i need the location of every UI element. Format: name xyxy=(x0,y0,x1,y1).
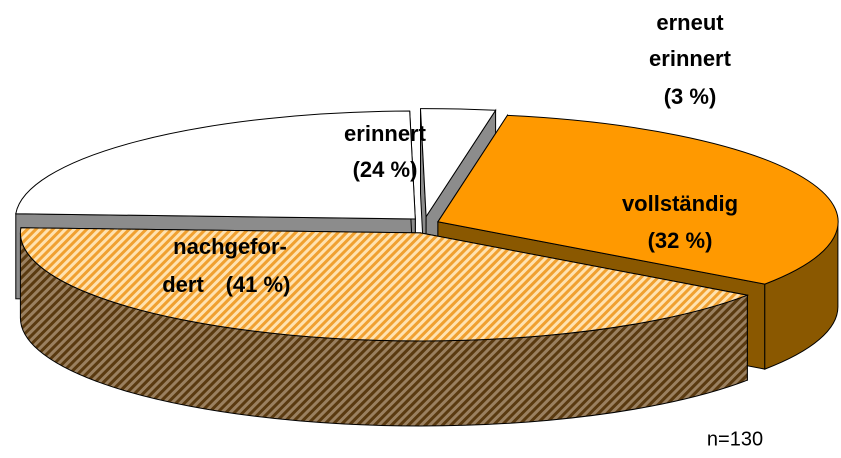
slice-label: nachgefor- xyxy=(173,234,287,259)
slice-label: dert xyxy=(162,272,204,297)
slice-label: vollständig xyxy=(622,191,738,216)
slice xyxy=(437,114,839,285)
slice xyxy=(15,110,416,220)
note: n=130 xyxy=(707,428,763,450)
slice xyxy=(19,227,750,342)
value-label: (3 %) xyxy=(664,84,717,109)
value-label: (41 %) xyxy=(226,272,291,297)
slice-label: erneut xyxy=(656,10,724,35)
slice xyxy=(419,108,497,219)
slice-label: erinnert xyxy=(344,121,427,146)
slice-label: erinnert xyxy=(649,46,732,71)
value-label: (32 %) xyxy=(648,228,713,253)
pie xyxy=(15,108,839,427)
value-label: (24 %) xyxy=(353,157,418,182)
